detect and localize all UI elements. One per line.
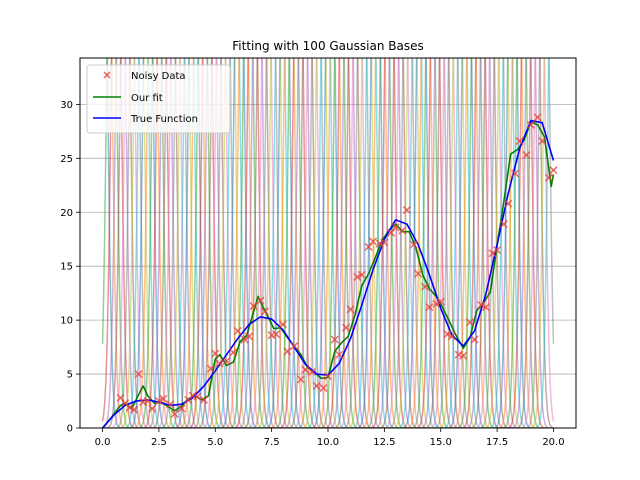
noisy-point-43 [353,272,362,282]
axes: 0.0 2.5 5.0 7.5 10.0 12.5 15.0 17.5 20.0 0 5 10 15 20… [60,100,564,448]
noisy-point-7 [148,404,157,413]
noisy-point-6 [143,396,152,406]
basis-curve-99 [526,58,550,428]
noisy-point-8 [154,396,163,406]
noisy-point-51 [398,226,407,235]
y-tick-label-5: 25 [60,154,73,165]
noisy-point-26 [256,296,265,305]
noisy-point-77 [544,173,554,182]
chart-title: Fitting with 100 Gaussian Bases [232,39,423,53]
noisy-point-66 [481,303,490,312]
noisy-point-23 [240,335,249,344]
x-tick-label-6: 15.0 [430,437,452,448]
noisy-point-74 [526,120,535,129]
x-tick-label-8: 20.0 [542,437,564,448]
noisy-point-62 [459,351,468,360]
noisy-point-9 [159,394,168,403]
noisy-point-21 [229,348,238,357]
y-tick-label-3: 15 [60,262,73,273]
series-layer [101,113,558,428]
x-tick-label-3: 7.5 [264,437,280,448]
legend-label-true: True Function [130,114,198,125]
noisy-point-65 [477,300,486,310]
x-tick-label-5: 12.5 [373,437,395,448]
y-tick-label-0: 0 [67,424,73,435]
noisy-point-27 [260,307,269,316]
noisy-point-12 [177,404,186,413]
x-tick-label-0: 0.0 [95,437,111,448]
noisy-point-19 [215,359,224,368]
noisy-point-29 [272,330,281,339]
y-tick-label-2: 10 [60,316,73,327]
noisy-point-50 [391,223,400,232]
noisy-point-69 [499,220,508,229]
noisy-point-4 [134,369,143,379]
noisy-point-60 [447,332,457,341]
noisy-point-37 [319,384,328,393]
legend-label-noisy: Noisy Data [131,71,186,82]
legend-marker-noisy [103,71,111,79]
y-tick-label-6: 30 [60,100,73,111]
y-tick-label-1: 5 [67,370,73,381]
noisy-point-30 [278,320,287,329]
noisy-point-24 [245,332,254,341]
noisy-point-52 [402,206,411,215]
legend: Noisy Data Our fit True Function [86,64,231,134]
noisy-point-67 [488,249,497,258]
x-tick-label-4: 10.0 [317,437,339,448]
noisy-point-20 [222,357,231,366]
noisy-point-32 [290,341,299,351]
legend-frame [86,64,231,134]
noisy-point-31 [283,347,292,356]
x-tick-label-1: 2.5 [151,437,167,448]
noisy-point-17 [206,364,215,373]
noisy-point-11 [170,409,179,419]
noisy-point-2 [125,403,134,412]
noisy-point-56 [425,303,434,312]
noisy-point-54 [414,269,423,278]
noisy-point-71 [511,169,520,178]
noisy-point-68 [493,245,502,255]
noisy-point-10 [166,400,175,409]
noisy-point-22 [233,326,242,335]
noisy-point-18 [211,349,220,358]
noisy-point-3 [130,405,139,414]
noisy-point-34 [301,365,310,374]
noisy-point-78 [549,166,558,175]
noisy-point-57 [432,299,441,309]
x-tick-label-2: 5.0 [207,437,223,448]
noisy-point-33 [296,375,306,384]
noisy-point-44 [357,270,366,279]
noisy-point-53 [409,240,418,249]
noisy-point-64 [470,335,479,344]
noisy-point-72 [515,136,524,146]
noisy-point-76 [538,136,547,146]
noisy-point-25 [249,302,258,311]
noisy-point-41 [341,323,351,332]
noisy-point-70 [504,199,513,208]
noisy-point-40 [335,350,344,359]
noisy-point-58 [436,297,445,306]
noisy-point-63 [465,318,475,327]
noisy-point-48 [380,238,389,247]
noisy-point-39 [330,335,339,344]
noisy-point-55 [420,282,430,291]
noisy-point-15 [193,392,202,401]
noisy-point-16 [199,395,209,405]
noisy-point-59 [443,330,452,339]
noisy-point-46 [369,237,378,246]
noisy-point-38 [323,372,333,381]
y-tick-label-4: 20 [60,208,73,219]
noisy-point-36 [312,381,321,390]
noisy-point-73 [522,151,531,160]
noisy-point-75 [533,113,542,122]
legend-label-fit: Our fit [131,93,163,104]
noisy-point-35 [308,367,317,376]
x-tick-label-7: 17.5 [486,437,508,448]
noisy-point-42 [346,305,355,314]
